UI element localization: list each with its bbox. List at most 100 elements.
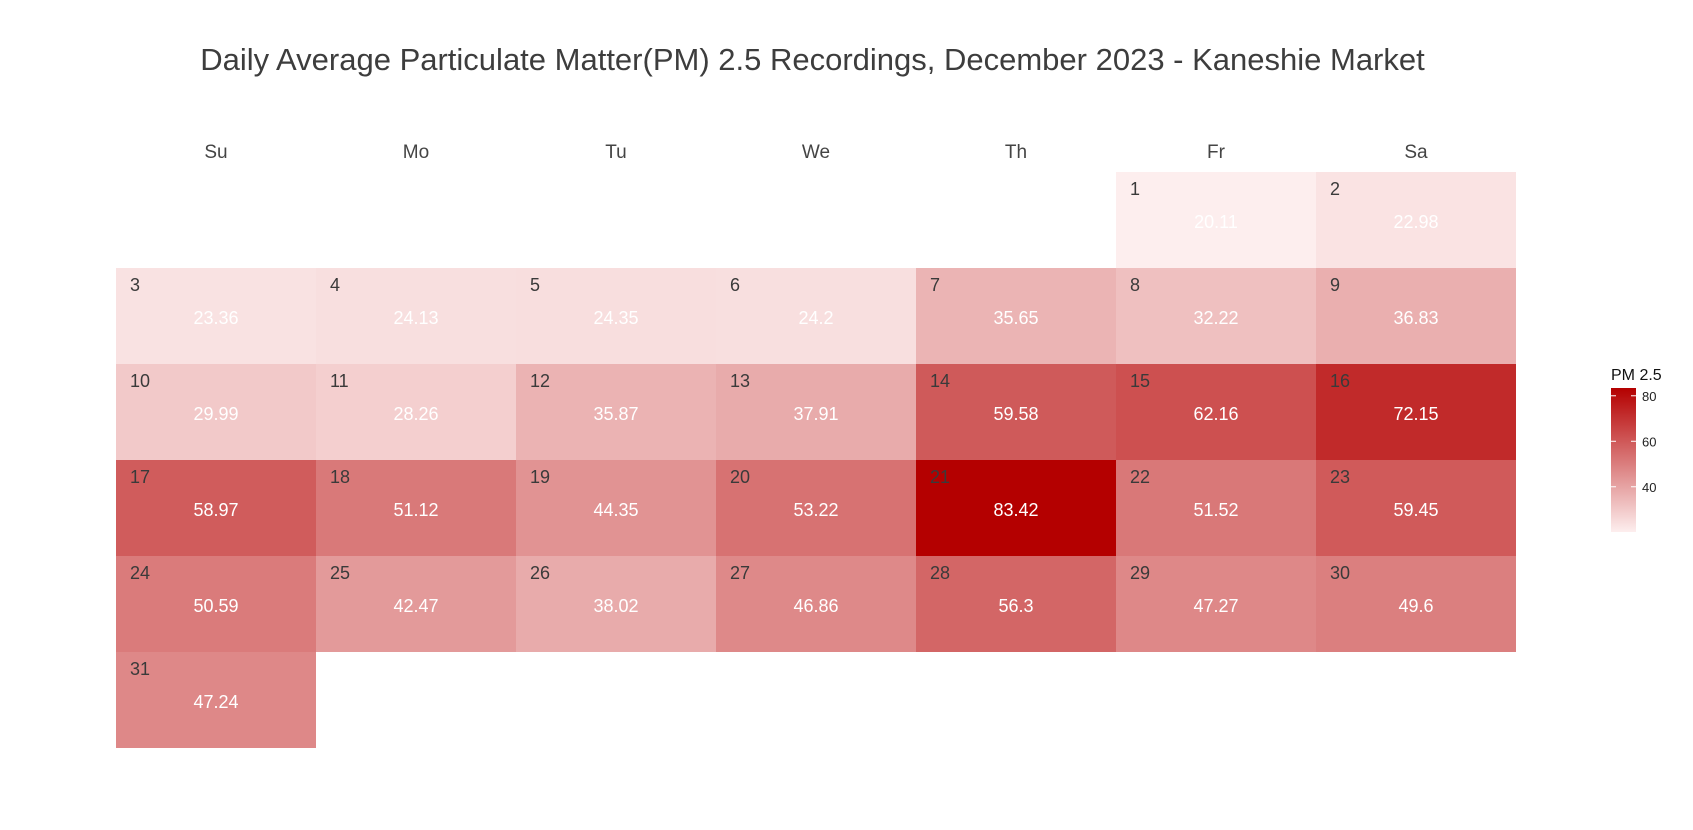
day-value-label: 22.98 [1393, 212, 1438, 232]
day-value-label: 38.02 [593, 596, 638, 616]
day-cell-12: 12 35.87 [516, 364, 716, 460]
day-value-label: 62.16 [1193, 404, 1238, 424]
day-value-label: 59.58 [993, 404, 1038, 424]
weekday-header: Su Mo Tu We Th Fr Sa [204, 142, 1428, 163]
day-cell-fill [116, 268, 316, 364]
day-cell-11: 11 28.26 [316, 364, 516, 460]
day-cell-27: 27 46.86 [716, 556, 916, 652]
day-cell-4: 424.13 [316, 268, 516, 364]
day-number: 19 [530, 467, 550, 487]
day-cell-22: 22 51.52 [1116, 460, 1316, 556]
legend-ticks: 40 60 80 [1611, 389, 1656, 495]
day-cell-fill [516, 268, 716, 364]
day-number: 27 [730, 563, 750, 583]
day-value-label: 46.86 [793, 596, 838, 616]
day-cell-16: 16 72.15 [1316, 364, 1516, 460]
day-cell-fill [716, 556, 916, 652]
day-number: 21 [930, 467, 950, 487]
legend-tick-label: 40 [1642, 480, 1656, 495]
day-cell-fill [316, 268, 516, 364]
day-cell-fill [116, 652, 316, 748]
weekday-label-mo: Mo [403, 142, 429, 163]
day-cell-24: 24 50.59 [116, 556, 316, 652]
day-cell-3: 323.36 [116, 268, 316, 364]
day-cell-fill [316, 460, 516, 556]
weekday-label-th: Th [1005, 142, 1027, 163]
day-number: 10 [130, 371, 150, 391]
day-number: 4 [330, 275, 340, 295]
day-cell-fill [1316, 364, 1516, 460]
day-cell-15: 15 62.16 [1116, 364, 1316, 460]
day-cell-fill [1116, 364, 1316, 460]
day-cell-fill [716, 460, 916, 556]
day-value-label: 28.26 [393, 404, 438, 424]
day-cell-28: 28 56.3 [916, 556, 1116, 652]
day-cell-fill [916, 268, 1116, 364]
calendar-cells: 120.11222.98323.36424.13524.35624.2735.6… [116, 172, 1516, 748]
day-cell-13: 13 37.91 [716, 364, 916, 460]
day-cell-9: 936.83 [1316, 268, 1516, 364]
day-cell-7: 735.65 [916, 268, 1116, 364]
day-value-label: 49.6 [1398, 596, 1433, 616]
day-cell-fill [316, 364, 516, 460]
day-value-label: 47.24 [193, 692, 238, 712]
day-number: 14 [930, 371, 950, 391]
day-cell-5: 524.35 [516, 268, 716, 364]
day-value-label: 56.3 [998, 596, 1033, 616]
day-cell-fill [1116, 172, 1316, 268]
day-cell-fill [116, 556, 316, 652]
day-number: 16 [1330, 371, 1350, 391]
day-number: 5 [530, 275, 540, 295]
day-cell-fill [316, 556, 516, 652]
day-cell-fill [116, 460, 316, 556]
day-cell-6: 624.2 [716, 268, 916, 364]
legend-color-bar [1611, 388, 1636, 532]
chart-title: Daily Average Particulate Matter(PM) 2.5… [200, 42, 1425, 77]
color-legend: PM 2.5 40 60 80 [1611, 367, 1662, 532]
day-cell-18: 18 51.12 [316, 460, 516, 556]
day-value-label: 50.59 [193, 596, 238, 616]
day-cell-fill [716, 268, 916, 364]
day-value-label: 44.35 [593, 500, 638, 520]
day-cell-fill [1316, 556, 1516, 652]
weekday-label-su: Su [204, 142, 227, 163]
day-cell-1: 120.11 [1116, 172, 1316, 268]
day-number: 11 [330, 371, 349, 391]
legend-title: PM 2.5 [1611, 367, 1662, 384]
day-cell-fill [1316, 460, 1516, 556]
weekday-label-sa: Sa [1404, 142, 1428, 163]
day-value-label: 20.11 [1194, 212, 1238, 232]
day-cell-fill [1116, 460, 1316, 556]
day-value-label: 24.35 [593, 308, 638, 328]
weekday-label-tu: Tu [605, 142, 626, 163]
day-value-label: 36.83 [1393, 308, 1438, 328]
day-number: 2 [1330, 179, 1340, 199]
day-cell-fill [916, 556, 1116, 652]
day-cell-fill [516, 556, 716, 652]
day-cell-29: 29 47.27 [1116, 556, 1316, 652]
day-number: 1 [1130, 179, 1140, 199]
day-number: 18 [330, 467, 350, 487]
day-number: 7 [930, 275, 940, 295]
day-number: 9 [1330, 275, 1340, 295]
day-value-label: 24.13 [393, 308, 438, 328]
day-number: 25 [330, 563, 350, 583]
day-number: 28 [930, 563, 950, 583]
day-cell-fill [916, 364, 1116, 460]
day-cell-fill [516, 460, 716, 556]
day-number: 12 [530, 371, 550, 391]
day-value-label: 58.97 [193, 500, 238, 520]
day-cell-21: 21 83.42 [916, 460, 1116, 556]
day-value-label: 51.12 [393, 500, 438, 520]
day-cell-fill [1116, 268, 1316, 364]
weekday-label-we: We [802, 142, 830, 163]
day-value-label: 23.36 [193, 308, 238, 328]
day-cell-10: 10 29.99 [116, 364, 316, 460]
day-cell-fill [916, 460, 1116, 556]
day-cell-fill [1316, 172, 1516, 268]
weekday-label-fr: Fr [1207, 142, 1226, 163]
day-cell-8: 832.22 [1116, 268, 1316, 364]
day-cell-fill [516, 364, 716, 460]
day-cell-14: 14 59.58 [916, 364, 1116, 460]
